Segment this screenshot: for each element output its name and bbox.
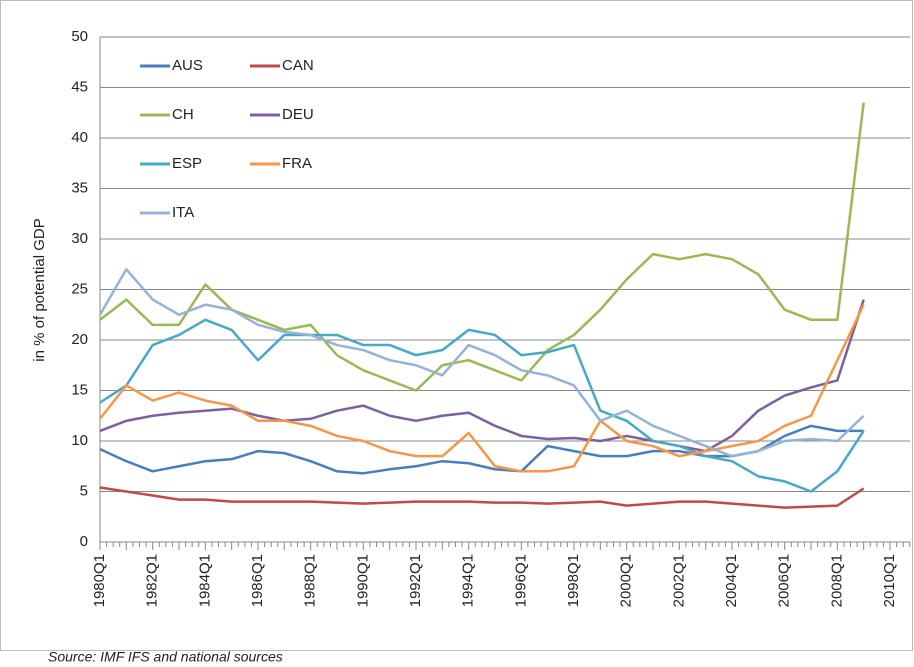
x-tick-label: 1982Q1	[144, 554, 161, 607]
legend-label: CH	[172, 106, 194, 123]
x-tick-label: 1998Q1	[565, 554, 582, 607]
y-tick-label: 30	[71, 230, 88, 247]
x-tick-label: 1986Q1	[249, 554, 266, 607]
x-tick-label: 2008Q1	[828, 554, 845, 607]
y-tick-label: 0	[80, 533, 88, 550]
legend-label: AUS	[172, 57, 203, 74]
y-tick-label: 35	[71, 179, 88, 196]
y-tick-label: 45	[71, 78, 88, 95]
x-tick-label: 1980Q1	[91, 554, 108, 607]
x-tick-label: 1992Q1	[407, 554, 424, 607]
series-line	[99, 318, 865, 493]
y-tick-label: 40	[71, 129, 88, 146]
x-tick-label: 1996Q1	[512, 554, 529, 607]
y-tick-label: 10	[71, 432, 88, 449]
x-tick-label: 2000Q1	[618, 554, 635, 607]
series-line	[98, 268, 865, 458]
x-tick-label: 2002Q1	[670, 554, 687, 607]
x-tick-label: 2004Q1	[723, 554, 740, 607]
y-axis-label: in % of potential GDP	[31, 218, 48, 361]
chart-frame	[0, 0, 913, 651]
legend-label: ITA	[172, 204, 194, 221]
x-tick-label: 1994Q1	[460, 554, 477, 607]
y-tick-label: 5	[80, 482, 88, 499]
legend-label: FRA	[282, 155, 312, 172]
source-note: Source: IMF IFS and national sources	[48, 649, 283, 665]
legend-label: CAN	[282, 57, 314, 74]
x-tick-label: 2010Q1	[881, 554, 898, 607]
series-line	[99, 486, 865, 509]
legend-label: ESP	[172, 155, 202, 172]
y-tick-label: 20	[71, 331, 88, 348]
y-tick-label: 50	[71, 28, 88, 45]
series-line	[99, 304, 865, 473]
series-line	[99, 102, 865, 392]
y-tick-label: 25	[71, 280, 88, 297]
x-tick-label: 1984Q1	[196, 554, 213, 607]
x-tick-label: 1988Q1	[302, 554, 319, 607]
legend-label: DEU	[282, 106, 314, 123]
series-line	[99, 299, 865, 453]
x-tick-label: 2006Q1	[776, 554, 793, 607]
y-tick-label: 15	[71, 381, 88, 398]
x-tick-label: 1990Q1	[354, 554, 371, 607]
